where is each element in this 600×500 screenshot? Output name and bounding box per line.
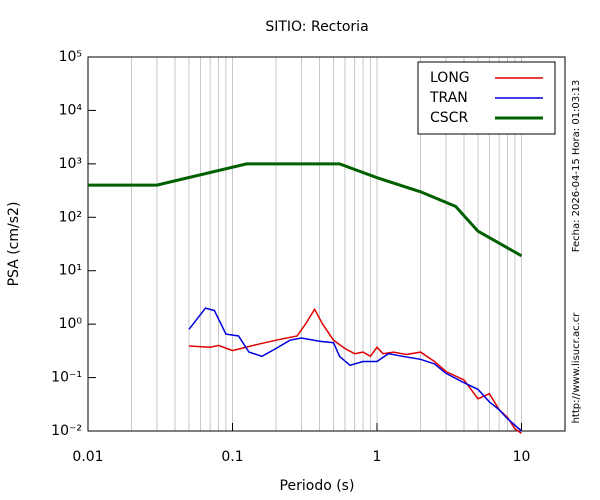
x-axis-label: Periodo (s) (280, 478, 355, 494)
y-tick-label: 10⁴ (59, 102, 83, 118)
date-note: Fecha: 2026-04-15 Hora: 01:03:13 (571, 80, 582, 253)
plot-frame (87, 56, 566, 432)
url-note: http://www.lisucr.ac.cr (571, 312, 582, 424)
x-tick-label: 0.1 (221, 449, 243, 465)
x-tick-label: 0.01 (72, 449, 103, 465)
y-tick-label: 10⁻² (51, 423, 82, 439)
y-tick-label: 10² (59, 209, 82, 225)
legend-label: CSCR (430, 110, 468, 126)
series-line (188, 307, 522, 435)
y-tick-label: 10⁵ (59, 49, 82, 65)
y-tick-label: 10⁰ (59, 316, 83, 332)
chart-title: SITIO: Rectoria (265, 19, 368, 35)
legend-label: TRAN (429, 90, 468, 106)
legend-label: LONG (430, 70, 470, 86)
series-line (188, 307, 522, 432)
y-axis-label: PSA (cm/s2) (6, 202, 22, 287)
y-tick-label: 10¹ (59, 263, 82, 279)
y-tick-label: 10⁻¹ (51, 370, 82, 386)
series-line (88, 162, 523, 258)
x-tick-label: 1 (373, 449, 382, 465)
y-tick-label: 10³ (59, 156, 82, 172)
x-tick-label: 10 (513, 449, 531, 465)
